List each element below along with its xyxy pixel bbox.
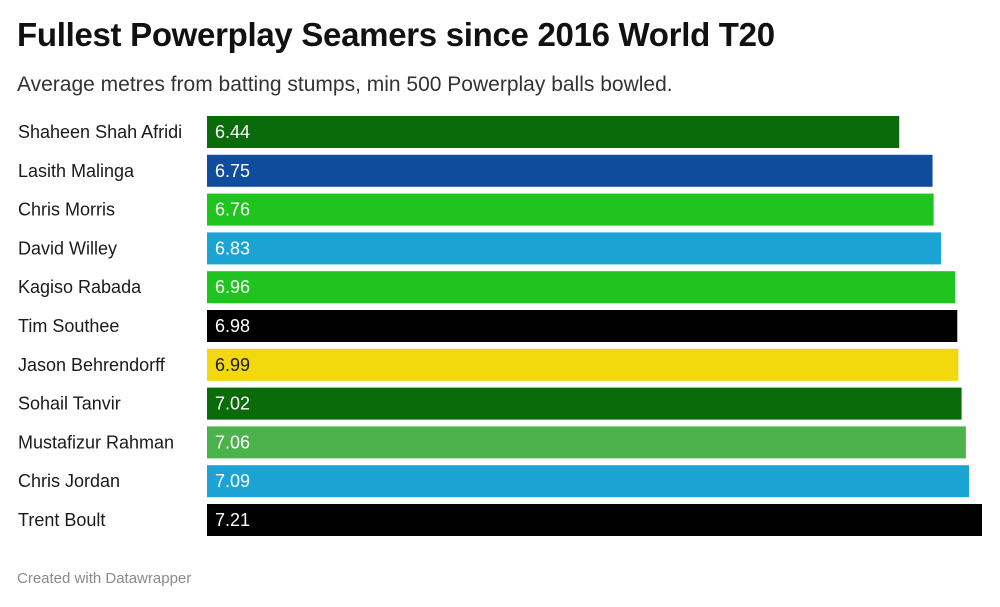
category-label: Jason Behrendorff	[18, 355, 166, 375]
bar-row: Chris Jordan 7.09	[18, 465, 970, 498]
value-label: 6.75	[215, 161, 250, 181]
bar	[207, 154, 933, 187]
bar-row: Chris Morris 6.76	[18, 193, 934, 226]
bar-row: Mustafizur Rahman 7.06	[18, 426, 966, 459]
category-label: Lasith Malinga	[18, 161, 135, 181]
value-label: 7.09	[215, 471, 250, 491]
value-label: 6.96	[215, 277, 250, 297]
bar	[207, 116, 900, 148]
chart-subtitle: Average metres from batting stumps, min …	[17, 73, 673, 96]
bar	[207, 465, 970, 498]
value-label: 6.76	[215, 200, 250, 220]
bar	[207, 232, 942, 265]
bar-row: Shaheen Shah Afridi 6.44	[18, 116, 900, 148]
bar	[207, 504, 982, 536]
value-label: 6.98	[215, 316, 250, 336]
value-label: 6.83	[215, 238, 250, 258]
bar-row: Jason Behrendorff 6.99	[18, 348, 959, 381]
bar	[207, 387, 962, 420]
bar-row: David Willey 6.83	[18, 232, 942, 265]
value-label: 7.02	[215, 394, 250, 414]
category-label: David Willey	[18, 238, 117, 258]
bar	[207, 310, 958, 342]
category-label: Chris Morris	[18, 200, 115, 220]
bar-row: Tim Southee 6.98	[18, 310, 958, 342]
category-label: Kagiso Rabada	[18, 277, 142, 297]
value-label: 6.99	[215, 355, 250, 375]
value-label: 7.21	[215, 510, 250, 530]
bar	[207, 193, 934, 226]
bar	[207, 348, 959, 381]
value-label: 7.06	[215, 432, 250, 452]
chart-title: Fullest Powerplay Seamers since 2016 Wor…	[17, 16, 775, 53]
bar-chart: Shaheen Shah Afridi 6.44 Lasith Malinga 6.7…	[18, 116, 982, 536]
bar-row: Lasith Malinga 6.75	[18, 154, 933, 187]
bar-row: Sohail Tanvir 7.02	[18, 387, 962, 420]
bar	[207, 426, 966, 459]
category-label: Shaheen Shah Afridi	[18, 122, 182, 142]
category-label: Trent Boult	[18, 510, 105, 530]
category-label: Tim Southee	[18, 316, 119, 336]
category-label: Sohail Tanvir	[18, 394, 121, 414]
datawrapper-credit: Created with Datawrapper	[17, 570, 192, 587]
bar-row: Trent Boult 7.21	[18, 504, 982, 536]
category-label: Chris Jordan	[18, 471, 120, 491]
bar-row: Kagiso Rabada 6.96	[18, 271, 956, 304]
category-label: Mustafizur Rahman	[18, 432, 174, 452]
bar	[207, 271, 956, 304]
value-label: 6.44	[215, 122, 250, 142]
